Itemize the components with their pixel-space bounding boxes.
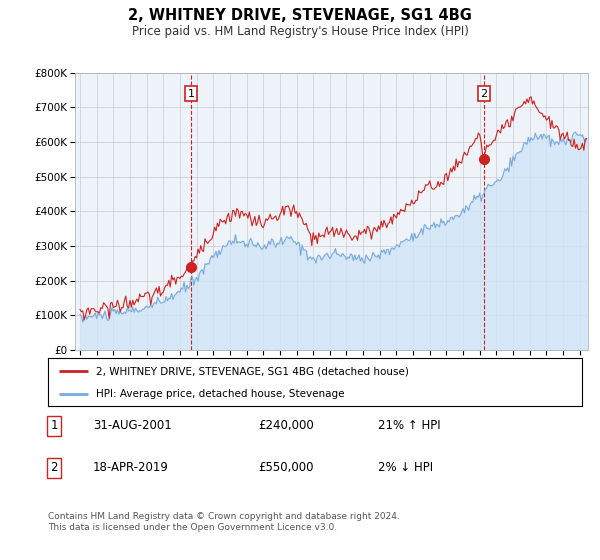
Text: 2% ↓ HPI: 2% ↓ HPI xyxy=(378,461,433,474)
Text: HPI: Average price, detached house, Stevenage: HPI: Average price, detached house, Stev… xyxy=(96,389,344,399)
Text: 18-APR-2019: 18-APR-2019 xyxy=(93,461,169,474)
Text: 2, WHITNEY DRIVE, STEVENAGE, SG1 4BG (detached house): 2, WHITNEY DRIVE, STEVENAGE, SG1 4BG (de… xyxy=(96,366,409,376)
Text: Contains HM Land Registry data © Crown copyright and database right 2024.
This d: Contains HM Land Registry data © Crown c… xyxy=(48,512,400,532)
Text: 21% ↑ HPI: 21% ↑ HPI xyxy=(378,419,440,432)
Text: £240,000: £240,000 xyxy=(258,419,314,432)
Text: 31-AUG-2001: 31-AUG-2001 xyxy=(93,419,172,432)
Text: £550,000: £550,000 xyxy=(258,461,314,474)
Text: 1: 1 xyxy=(50,419,58,432)
Text: 2, WHITNEY DRIVE, STEVENAGE, SG1 4BG: 2, WHITNEY DRIVE, STEVENAGE, SG1 4BG xyxy=(128,8,472,24)
Text: 1: 1 xyxy=(188,88,194,99)
Text: Price paid vs. HM Land Registry's House Price Index (HPI): Price paid vs. HM Land Registry's House … xyxy=(131,25,469,38)
Text: 2: 2 xyxy=(50,461,58,474)
Text: 2: 2 xyxy=(481,88,487,99)
